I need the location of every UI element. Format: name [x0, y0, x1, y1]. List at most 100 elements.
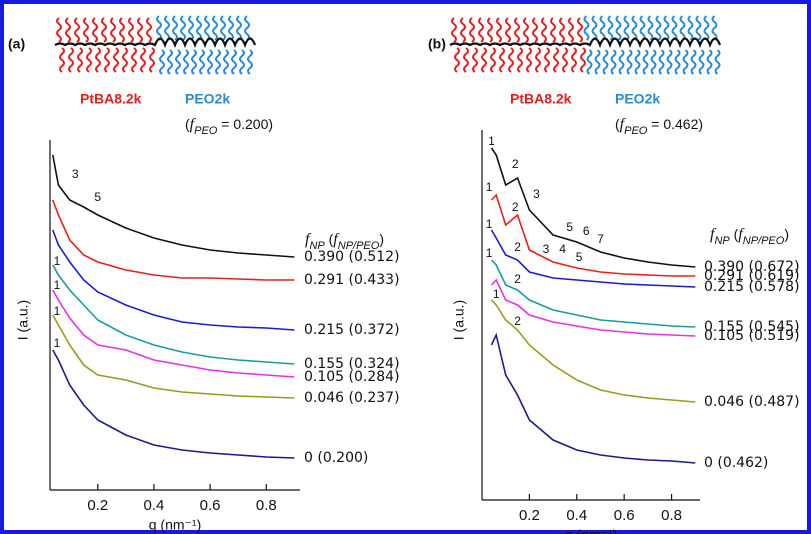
- peak-label: 1: [54, 254, 61, 268]
- label-part: f: [305, 231, 312, 248]
- x-tick-label: 0.2: [519, 507, 540, 524]
- peak-label: 1: [54, 336, 61, 350]
- series-name: 0.390 (0.672): [704, 259, 800, 275]
- series-line: [52, 349, 295, 459]
- side-chain: [623, 15, 630, 41]
- side-chain: [698, 49, 705, 75]
- side-chain: [602, 49, 609, 75]
- side-chain: [223, 49, 229, 75]
- side-chain: [156, 15, 162, 41]
- label-part: NP: [714, 235, 730, 247]
- side-chain: [65, 17, 71, 43]
- series-line: [490, 278, 696, 337]
- side-chain: [655, 15, 662, 41]
- series-name: 0.291 (0.619): [704, 268, 800, 284]
- side-chain: [618, 49, 625, 75]
- side-chain: [183, 49, 189, 75]
- series-name: 0.046 (0.237): [304, 390, 400, 406]
- side-chain: [610, 49, 617, 75]
- side-chain: [706, 49, 713, 75]
- x-tick-label: 0.6: [200, 497, 221, 514]
- side-chain: [469, 17, 475, 43]
- side-chain: [110, 17, 116, 43]
- label-part: ): [379, 231, 384, 247]
- series-line: [52, 154, 295, 258]
- label-part: f: [620, 116, 627, 133]
- side-chain: [505, 17, 511, 43]
- label-part: = 0.462): [647, 116, 703, 132]
- series-name: 0.155 (0.545): [704, 319, 800, 335]
- series-name: 0.291 (0.433): [304, 272, 400, 288]
- peak-label: 1: [486, 217, 493, 231]
- backbone: [54, 37, 257, 49]
- label-part: NP/PEO: [743, 235, 785, 247]
- series-name: 0.155 (0.324): [304, 356, 400, 372]
- side-chain: [149, 47, 155, 73]
- series-line: [490, 147, 696, 268]
- side-chain: [460, 17, 466, 43]
- side-chain: [83, 17, 89, 43]
- peak-label: 5: [566, 220, 573, 234]
- label-part: f: [190, 116, 197, 133]
- side-chain: [679, 15, 686, 41]
- side-chain: [541, 17, 547, 43]
- series-line: [490, 332, 696, 464]
- block-label: PtBA8.2k: [80, 91, 142, 107]
- label-part: (: [730, 226, 739, 242]
- peak-label: 2: [512, 200, 519, 214]
- side-chain: [568, 17, 574, 43]
- side-chain: [204, 15, 210, 41]
- side-chain: [626, 49, 633, 75]
- side-chain: [122, 47, 128, 73]
- x-tick-label: 0.6: [614, 507, 635, 524]
- rich-label: fNP (fNP/PEO): [305, 231, 384, 252]
- side-chain: [703, 15, 710, 41]
- side-chain: [244, 15, 250, 41]
- side-chain: [631, 15, 638, 41]
- series-name: 0.390 (0.512): [304, 249, 400, 265]
- side-chain: [577, 17, 583, 43]
- side-chain: [490, 47, 496, 73]
- x-axis-label: q (nm⁻¹): [149, 517, 202, 533]
- side-chain: [571, 47, 577, 73]
- label-part: f: [738, 226, 745, 243]
- side-chain: [92, 17, 98, 43]
- side-chain: [451, 17, 457, 43]
- side-chain: [215, 49, 221, 75]
- series-name: 0.215 (0.578): [704, 279, 800, 295]
- series-line: [52, 199, 295, 281]
- side-chain: [650, 49, 657, 75]
- series-line: [490, 259, 696, 328]
- side-chain: [140, 47, 146, 73]
- side-chain: [647, 15, 654, 41]
- side-chain: [682, 49, 689, 75]
- series-line: [52, 289, 295, 378]
- x-tick-label: 0.8: [256, 497, 277, 514]
- side-chain: [634, 49, 641, 75]
- side-chain: [188, 15, 194, 41]
- side-chain: [586, 49, 593, 75]
- side-chain: [523, 17, 529, 43]
- series-name: 0 (0.462): [704, 455, 768, 471]
- side-chain: [496, 17, 502, 43]
- side-chain: [68, 47, 74, 73]
- side-chain: [642, 49, 649, 75]
- side-chain: [175, 49, 181, 75]
- side-chain: [499, 47, 505, 73]
- peak-label: 1: [493, 287, 500, 301]
- side-chain: [615, 15, 622, 41]
- side-chain: [56, 17, 62, 43]
- side-chain: [690, 49, 697, 75]
- side-chain: [207, 49, 213, 75]
- side-chain: [180, 15, 186, 41]
- y-axis-label: I (a.u.): [451, 300, 467, 340]
- peak-label: 3: [543, 242, 550, 256]
- peak-label: 2: [512, 157, 519, 171]
- series-name: 0.105 (0.519): [704, 328, 800, 344]
- side-chain: [559, 17, 565, 43]
- peak-label: 2: [514, 272, 521, 286]
- label-part: NP/PEO: [338, 240, 380, 252]
- peak-label: 3: [72, 167, 79, 181]
